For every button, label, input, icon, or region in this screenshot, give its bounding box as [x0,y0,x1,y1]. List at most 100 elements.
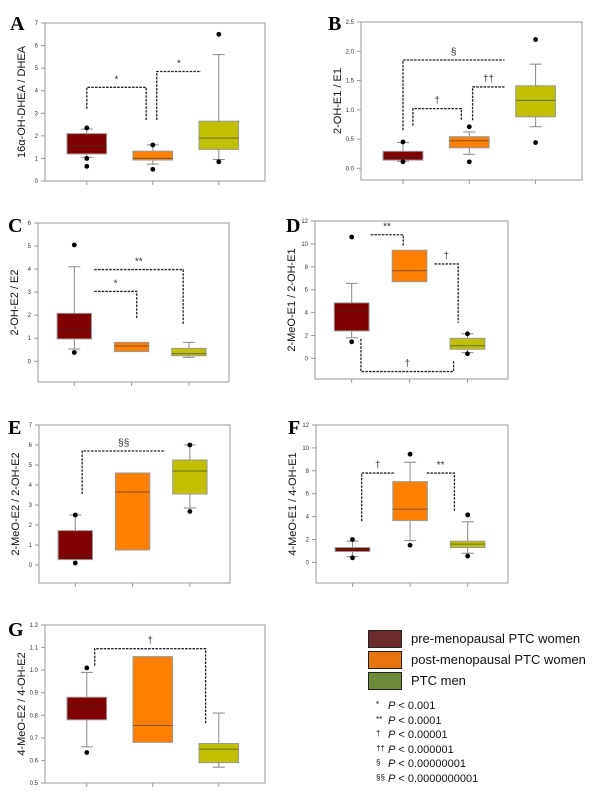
box-post [392,451,428,548]
p-label: P [388,714,396,727]
panel-letter: B [328,13,341,35]
outlier-point [150,166,156,172]
significance-label: ** [383,222,391,233]
panel-E: E 0 1 2 3 4 5 6 7 2-MeO-E2 / 2-OH-E2 §§ [8,417,231,587]
box-post [113,341,150,353]
significance-label: † [375,460,381,471]
significance-bracket [426,472,456,511]
outlier-point [349,339,355,345]
pvalue-row: ** P < 0.0001 [376,715,478,730]
significance-bracket [471,86,505,121]
panel-letter: C [8,215,22,237]
significance-label: ** [135,257,143,268]
plot-frame [37,222,230,383]
panel-D: D 0 2 4 6 8 10 12 2-MeO-E1 / 2-OH-E1 ** † † [286,215,509,383]
box-post [132,656,174,743]
outlier-point [350,537,355,542]
y-tick-label: 1.0 [30,668,39,674]
outlier-point [72,512,78,518]
outlier-point [71,242,77,248]
legend-swatch-post [368,650,402,669]
significance-label: § [451,47,457,58]
pvalue-threshold: < 0.001 [395,700,436,712]
outlier-point [187,442,193,448]
box-pre [66,665,108,755]
pvalue-threshold: < 0.00001 [395,729,448,741]
outlier-point [533,37,538,42]
box-iqr [333,302,370,332]
significance-bracket [402,59,505,131]
panel-letter: D [286,215,300,237]
y-tick-label: 1 [35,156,39,162]
y-tick-label: 2 [306,537,310,543]
y-tick-label: 0 [306,560,310,566]
box-iqr [515,85,556,118]
outlier-point [187,509,193,514]
outlier-point [466,159,472,165]
y-tick-label: 3 [28,290,32,296]
y-tick-label: 0.5 [346,137,355,143]
plot-frame [44,624,266,784]
significance-bracket [81,450,166,494]
y-tick-label: 3 [35,111,39,117]
box-iqr [392,481,428,522]
significance-label: † [434,96,440,107]
significance-bracket [94,648,207,725]
outlier-point [465,512,471,518]
outlier-point [350,555,355,561]
y-tick-label: 1.1 [30,646,39,652]
pvalue-row: †† P < 0.000001 [376,744,478,759]
y-tick-label: 6 [305,288,309,294]
panel-letter: F [288,417,300,439]
outlier-point [465,351,470,357]
outlier-point [84,163,90,169]
box-iqr [198,743,240,764]
panel-A: A 0 1 2 3 4 5 6 7 16α-OH-DHEA / DHEA * * [10,13,266,185]
box-pre [66,125,108,169]
box-pre [56,242,92,355]
y-tick-label: 7 [35,21,39,27]
y-tick-label: 1.0 [346,108,355,114]
box-men [198,31,240,165]
box-iqr [171,347,207,357]
outlier-point [71,350,77,355]
y-tick-label: 4 [28,267,32,273]
significance-label: † [147,636,153,647]
y-tick-label: 2 [28,313,32,319]
box-iqr [448,136,490,149]
outlier-point [400,159,406,165]
y-tick-label: 8 [305,265,309,271]
legend-item-post: post-menopausal PTC women [368,649,586,670]
box-iqr [449,337,486,350]
outlier-point [400,139,406,145]
significance-bracket [156,70,201,121]
pvalue-threshold: < 0.0001 [395,714,442,727]
significance-label: * [177,59,181,70]
outlier-point [465,331,470,337]
box-men [449,331,486,357]
box-men [171,341,207,358]
y-tick-label: 1 [28,336,32,342]
y-tick-label: 12 [302,423,309,429]
significance-label: * [114,278,118,289]
box-iqr [132,656,174,743]
box-iqr [56,312,92,340]
box-men [515,37,556,145]
pvalue-symbol: †† [376,743,385,753]
pvalue-row: † P < 0.00001 [376,729,478,744]
y-tick-label: 0.5 [30,781,39,787]
y-tick-label: 2 [305,333,309,339]
y-tick-label: 1.5 [346,79,355,85]
outlier-point [84,750,90,755]
y-tick-label: 10 [301,242,308,248]
legend-swatch-men [368,671,402,690]
box-pre [334,537,371,561]
outlier-point [533,140,538,145]
outlier-point [349,234,355,240]
box-men [198,712,240,768]
box-iqr [132,150,174,161]
significance-label: * [115,74,119,85]
y-tick-label: 6 [29,443,33,449]
significance-key: * P < 0.001 ** P < 0.0001 † P < 0.00001 †† P… [376,700,478,787]
